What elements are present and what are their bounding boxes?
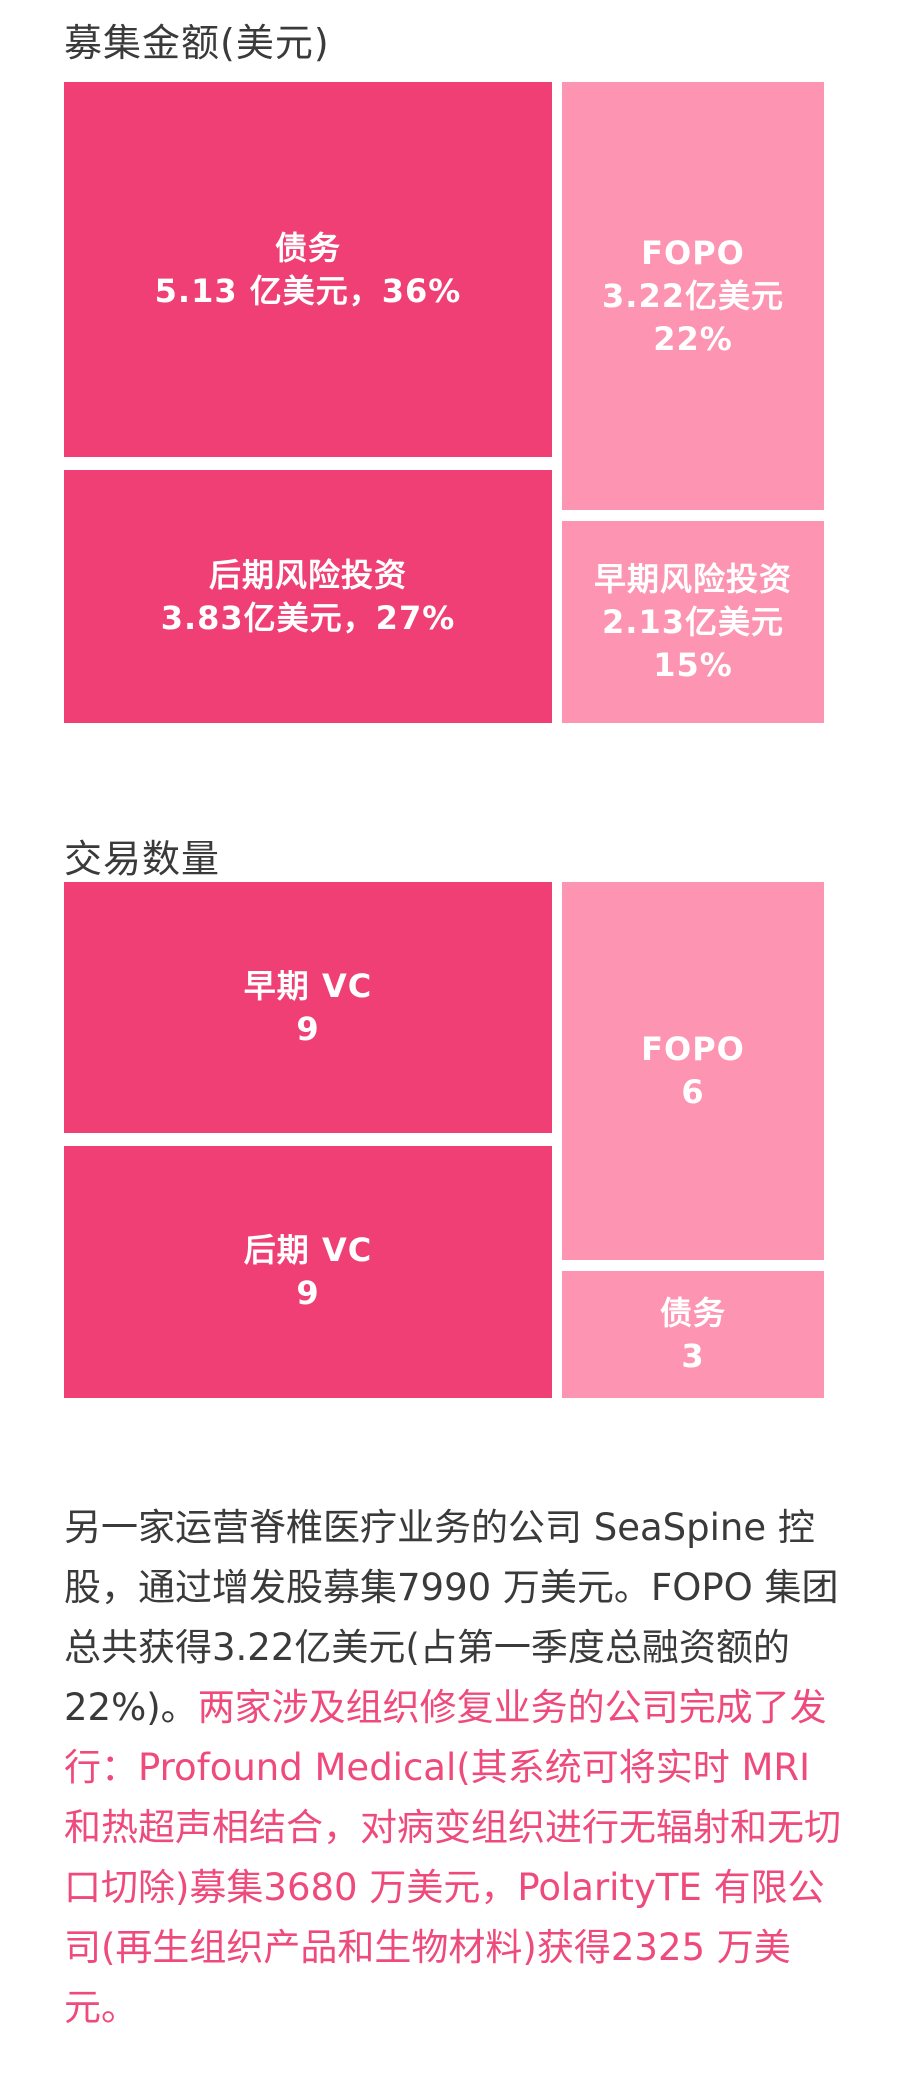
- count-chart-title: 交易数量: [64, 837, 221, 881]
- paragraph-highlight-text: 两家涉及组织修复业务的公司完成了发行：Profound Medical(其系统可…: [64, 1686, 841, 2029]
- tile-value: 3.22亿美元: [602, 276, 784, 315]
- tile-value: 2.13亿美元: [602, 602, 784, 641]
- tile-label: 债务: [274, 228, 341, 267]
- article-paragraph: 另一家运营脊椎医疗业务的公司 SeaSpine 控股，通过增发股募集7990 万…: [64, 1498, 854, 2038]
- tile-value: 3.83亿美元，27%: [160, 598, 456, 637]
- tile-share: 15%: [653, 645, 733, 684]
- tile-debt-amount: 债务 5.13 亿美元，36%: [64, 82, 552, 457]
- tile-value: 9: [296, 1274, 320, 1312]
- tile-label: 早期风险投资: [593, 559, 792, 598]
- tile-value: 5.13 亿美元，36%: [154, 271, 462, 310]
- amount-chart-title: 募集金额(美元): [64, 21, 330, 65]
- tile-label: 后期 VC: [243, 1231, 373, 1269]
- tile-fopo-count: FOPO 6: [562, 882, 824, 1260]
- tile-label: FOPO: [641, 1030, 745, 1068]
- tile-late-vc-count: 后期 VC 9: [64, 1146, 552, 1398]
- tile-late-vc-amount: 后期风险投资 3.83亿美元，27%: [64, 470, 552, 723]
- tile-fopo-amount: FOPO 3.22亿美元 22%: [562, 82, 824, 510]
- tile-label: 后期风险投资: [208, 555, 407, 594]
- tile-label: FOPO: [641, 233, 745, 272]
- tile-value: 9: [296, 1009, 320, 1048]
- tile-label: 债务: [659, 1293, 726, 1332]
- tile-debt-count: 债务 3: [562, 1271, 824, 1398]
- tile-early-vc-count: 早期 VC 9: [64, 882, 552, 1133]
- tile-label: 早期 VC: [243, 966, 373, 1005]
- tile-share: 22%: [653, 319, 733, 358]
- paragraph-text: 另一家运营脊椎医疗业务的公司 SeaSpine 控股，通过增发股募集7990 万…: [64, 1506, 839, 1729]
- tile-value: 3: [681, 1336, 705, 1375]
- tile-early-vc-amount: 早期风险投资 2.13亿美元 15%: [562, 521, 824, 723]
- tile-value: 6: [681, 1073, 705, 1111]
